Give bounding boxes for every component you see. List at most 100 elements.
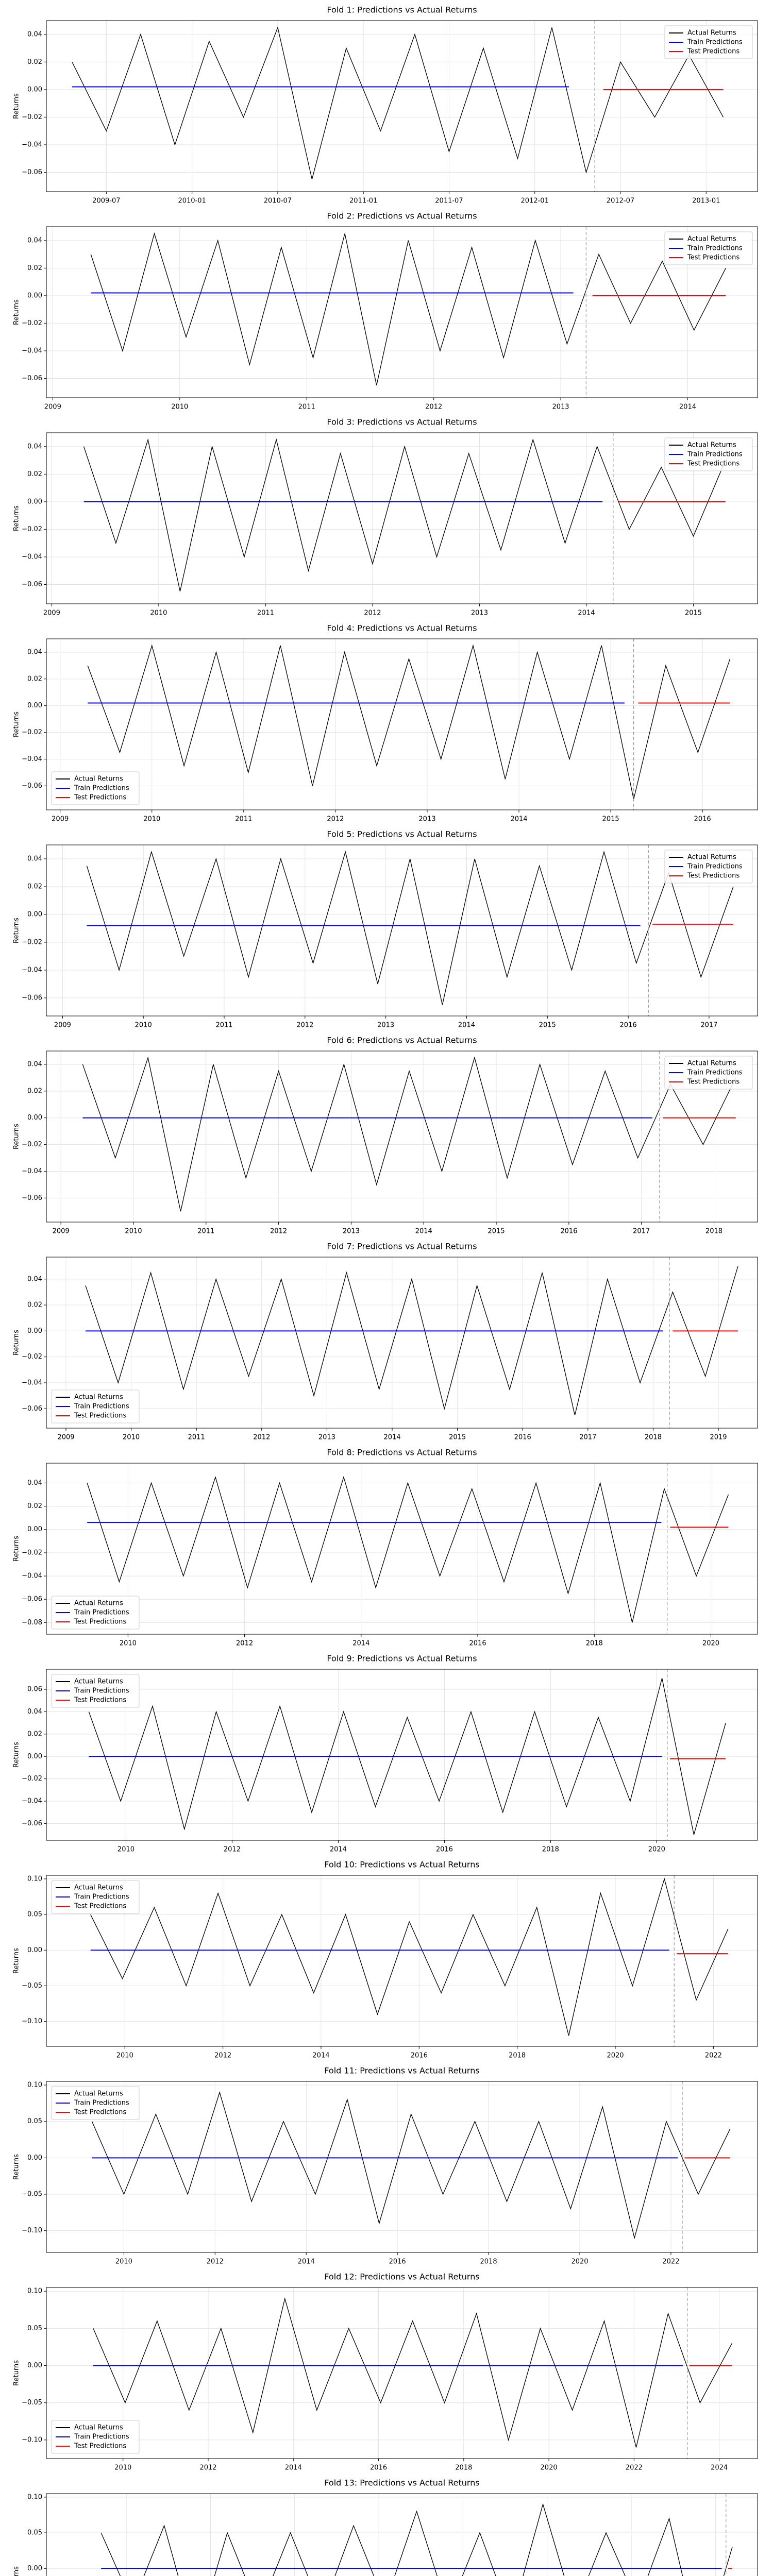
legend-box — [51, 1596, 140, 1630]
y-axis-label: Returns — [13, 2360, 21, 2386]
x-tick-label: 2022 — [662, 2258, 679, 2266]
x-tick-label: 2019 — [710, 1434, 727, 1442]
legend-label: Test Predictions — [74, 1903, 126, 1910]
y-tick-label: −0.04 — [22, 1167, 42, 1175]
x-tick-label: 2013 — [343, 1228, 360, 1235]
series-line — [93, 2297, 732, 2448]
x-tick-label: 2012-07 — [607, 197, 634, 205]
y-tick-label: −0.10 — [22, 2018, 42, 2025]
series-line — [83, 438, 726, 592]
y-tick-label: 0.00 — [27, 292, 42, 299]
x-tick-label: 2014 — [383, 1434, 400, 1442]
y-tick-label: 0.00 — [27, 1526, 42, 1533]
x-tick-label: 2014 — [312, 2052, 329, 2060]
y-tick-label: −0.04 — [22, 1572, 42, 1580]
x-tick-label: 2016 — [411, 2052, 428, 2060]
y-tick-label: −0.06 — [22, 581, 42, 588]
y-tick-label: −0.04 — [22, 553, 42, 561]
x-tick-label: 2016 — [694, 816, 711, 823]
legend-label: Actual Returns — [74, 1884, 123, 1892]
legend-label: Actual Returns — [74, 2090, 123, 2098]
y-tick-label: −0.02 — [22, 526, 42, 533]
axes-frame — [46, 1257, 758, 1429]
x-tick-label: 2014 — [458, 1022, 475, 1029]
x-tick-label: 2012 — [270, 1228, 287, 1235]
x-tick-label: 2017 — [579, 1434, 596, 1442]
axes-frame — [46, 2493, 758, 2576]
legend-box — [51, 1674, 140, 1708]
y-tick-label: −0.05 — [22, 2399, 42, 2406]
x-tick-label: 2014 — [510, 816, 527, 823]
legend-label: Test Predictions — [74, 2443, 126, 2450]
series-line — [87, 644, 731, 800]
x-tick-label: 2015 — [685, 609, 702, 617]
x-tick-label: 2016 — [620, 1022, 637, 1029]
x-tick-label: 2020 — [702, 1640, 719, 1648]
y-tick-label: 0.10 — [27, 2287, 42, 2295]
legend-label: Train Predictions — [74, 1893, 129, 1901]
y-tick-label: 0.00 — [27, 1327, 42, 1335]
y-tick-label: −0.02 — [22, 1775, 42, 1783]
x-tick-label: 2010 — [115, 2258, 132, 2266]
series-line — [90, 232, 726, 386]
x-tick-label: 2009 — [44, 403, 61, 411]
y-tick-label: −0.02 — [22, 1141, 42, 1148]
y-tick-label: 0.06 — [27, 1686, 42, 1693]
x-tick-label: 2011 — [257, 609, 274, 617]
legend-label: Train Predictions — [74, 1609, 129, 1617]
chart-title: Fold 4: Predictions vs Actual Returns — [327, 623, 477, 633]
legend-box — [51, 2420, 140, 2454]
chart-title: Fold 10: Predictions vs Actual Returns — [324, 1860, 479, 1870]
axes-frame — [46, 1875, 758, 2047]
x-tick-label: 2015 — [488, 1228, 505, 1235]
legend-label: Actual Returns — [74, 1678, 123, 1686]
x-tick-label: 2020 — [541, 2464, 558, 2472]
legend-label: Train Predictions — [687, 39, 743, 46]
x-tick-label: 2013 — [552, 403, 569, 411]
chart-title: Fold 6: Predictions vs Actual Returns — [327, 1036, 477, 1045]
x-tick-label: 2009 — [53, 1228, 70, 1235]
x-tick-label: 2010 — [150, 609, 167, 617]
y-tick-label: 0.05 — [27, 2325, 42, 2332]
legend-label: Actual Returns — [687, 1060, 736, 1067]
axes-frame — [46, 226, 758, 398]
y-axis-label: Returns — [13, 299, 21, 325]
y-tick-label: −0.05 — [22, 2190, 42, 2198]
legend-box — [51, 2086, 140, 2120]
y-tick-label: −0.04 — [22, 347, 42, 354]
legend-label: Train Predictions — [74, 2099, 129, 2107]
y-tick-label: 0.00 — [27, 702, 42, 709]
y-tick-label: −0.06 — [22, 1194, 42, 1202]
y-axis-label: Returns — [13, 2154, 21, 2180]
x-tick-label: 2012 — [214, 2052, 231, 2060]
y-tick-label: 0.00 — [27, 2154, 42, 2162]
chart-title: Fold 7: Predictions vs Actual Returns — [327, 1242, 477, 1251]
legend-box — [51, 1389, 140, 1423]
y-tick-label: −0.08 — [22, 1619, 42, 1626]
x-tick-label: 2011 — [215, 1022, 232, 1029]
x-tick-label: 2012 — [425, 403, 442, 411]
y-axis-label: Returns — [13, 1742, 21, 1768]
x-tick-label: 2010 — [123, 1434, 140, 1442]
y-axis-label: Returns — [13, 1536, 21, 1562]
y-tick-label: 0.02 — [27, 470, 42, 478]
chart-title: Fold 8: Predictions vs Actual Returns — [327, 1448, 477, 1458]
x-tick-label: 2012 — [207, 2258, 224, 2266]
x-tick-label: 2011 — [188, 1434, 205, 1442]
legend-label: Train Predictions — [687, 863, 743, 871]
y-tick-label: 0.10 — [27, 2493, 42, 2501]
legend-label: Train Predictions — [687, 245, 743, 252]
y-axis-label: Returns — [13, 711, 21, 737]
y-tick-label: 0.02 — [27, 1087, 42, 1095]
y-tick-label: 0.02 — [27, 1502, 42, 1510]
x-tick-label: 2013 — [471, 609, 488, 617]
x-tick-label: 2012-01 — [521, 197, 549, 205]
x-tick-label: 2016 — [514, 1434, 531, 1442]
chart-title: Fold 11: Predictions vs Actual Returns — [324, 2066, 479, 2076]
y-tick-label: 0.04 — [27, 30, 42, 38]
y-tick-label: −0.04 — [22, 141, 42, 148]
axes-frame — [46, 1050, 758, 1223]
y-tick-label: 0.00 — [27, 86, 42, 93]
legend-label: Test Predictions — [687, 48, 740, 56]
